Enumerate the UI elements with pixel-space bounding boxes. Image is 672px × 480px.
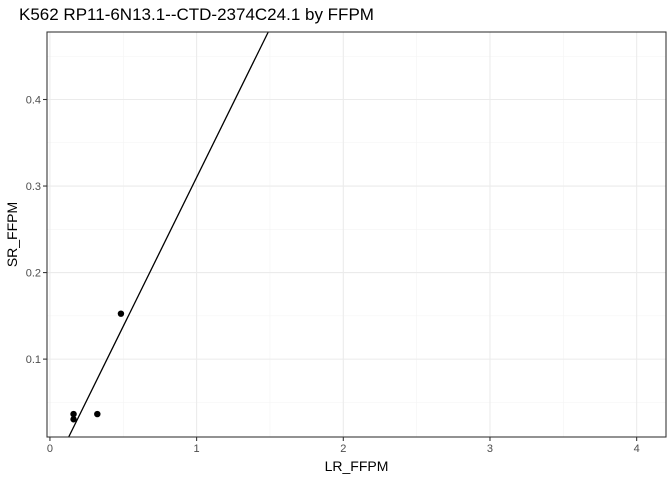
fit-line — [68, 31, 269, 438]
x-tick-label: 1 — [194, 443, 200, 455]
data-point — [94, 410, 101, 418]
y-tick-label: 0.2 — [26, 268, 41, 280]
panel-border — [46, 31, 667, 438]
x-tick-label: 2 — [340, 443, 346, 455]
data-point — [70, 410, 77, 418]
y-tick-label: 0.3 — [26, 181, 41, 193]
y-tick-label: 0.4 — [26, 95, 41, 107]
y-axis-title: SR_FFPM — [4, 202, 20, 267]
data-points — [70, 310, 125, 423]
x-tick-label: 0 — [47, 443, 53, 455]
data-point — [117, 310, 125, 317]
data-point — [70, 416, 77, 423]
x-axis-ticks: 0 1 2 3 4 — [47, 437, 640, 455]
minor-grid — [47, 32, 666, 437]
chart-title: K562 RP11-6N13.1--CTD-2374C24.1 by FFPM — [19, 5, 374, 24]
y-axis-ticks: 0.1 0.2 0.3 0.4 — [26, 95, 47, 366]
y-tick-label: 0.1 — [26, 354, 41, 366]
x-tick-label: 3 — [487, 443, 493, 455]
fit-line-group — [68, 31, 269, 438]
x-tick-label: 4 — [634, 443, 640, 455]
major-grid — [47, 32, 666, 437]
x-axis-title: LR_FFPM — [325, 458, 389, 474]
